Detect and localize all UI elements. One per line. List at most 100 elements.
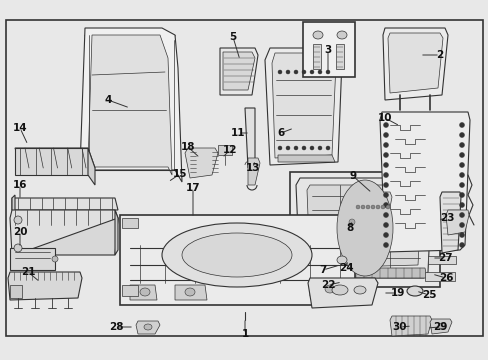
Ellipse shape: [383, 132, 387, 138]
Ellipse shape: [336, 31, 346, 39]
Text: 23: 23: [439, 213, 453, 223]
Text: 4: 4: [104, 95, 111, 105]
Ellipse shape: [383, 233, 387, 238]
Polygon shape: [115, 210, 118, 255]
Polygon shape: [88, 148, 95, 185]
Ellipse shape: [309, 146, 313, 150]
Ellipse shape: [383, 172, 387, 177]
Text: 5: 5: [229, 32, 236, 42]
Text: 2: 2: [435, 50, 443, 60]
Ellipse shape: [383, 243, 387, 248]
Ellipse shape: [459, 233, 464, 238]
Polygon shape: [445, 210, 468, 235]
Polygon shape: [10, 210, 118, 255]
Polygon shape: [223, 52, 254, 90]
Ellipse shape: [383, 122, 387, 127]
Text: 18: 18: [181, 142, 195, 152]
Ellipse shape: [459, 212, 464, 217]
Bar: [289, 172, 439, 287]
Ellipse shape: [383, 202, 387, 207]
Polygon shape: [122, 218, 138, 228]
Polygon shape: [264, 48, 341, 165]
Polygon shape: [339, 285, 351, 296]
Text: 13: 13: [245, 163, 260, 173]
Ellipse shape: [325, 285, 334, 293]
Ellipse shape: [459, 143, 464, 148]
Ellipse shape: [406, 286, 422, 296]
Polygon shape: [15, 148, 88, 175]
Text: 7: 7: [319, 265, 326, 275]
Polygon shape: [12, 198, 118, 210]
Polygon shape: [304, 268, 426, 278]
Polygon shape: [309, 283, 351, 296]
Ellipse shape: [140, 288, 150, 296]
Text: 15: 15: [172, 169, 187, 179]
Ellipse shape: [285, 146, 289, 150]
Ellipse shape: [336, 180, 392, 276]
Text: 26: 26: [438, 273, 452, 283]
Ellipse shape: [383, 153, 387, 158]
Text: 29: 29: [432, 322, 446, 332]
Ellipse shape: [336, 256, 346, 264]
Polygon shape: [218, 145, 231, 155]
Ellipse shape: [302, 70, 305, 74]
Bar: [335, 44, 343, 69]
Ellipse shape: [385, 205, 389, 209]
Ellipse shape: [309, 70, 313, 74]
Text: 20: 20: [13, 227, 27, 237]
Ellipse shape: [143, 324, 152, 330]
Polygon shape: [389, 316, 431, 336]
Text: 16: 16: [13, 180, 27, 190]
Bar: [347, 215, 355, 243]
Ellipse shape: [383, 162, 387, 167]
Ellipse shape: [14, 244, 22, 252]
Polygon shape: [439, 192, 460, 253]
Polygon shape: [12, 218, 118, 255]
Ellipse shape: [285, 70, 289, 74]
Ellipse shape: [293, 70, 297, 74]
Polygon shape: [136, 321, 160, 334]
Ellipse shape: [52, 256, 58, 262]
Text: 6: 6: [277, 128, 284, 138]
Ellipse shape: [375, 205, 379, 209]
Ellipse shape: [331, 285, 347, 295]
Ellipse shape: [459, 202, 464, 207]
Ellipse shape: [184, 288, 195, 296]
Bar: [10, 248, 55, 270]
Polygon shape: [307, 278, 377, 308]
Text: 27: 27: [437, 253, 451, 263]
Polygon shape: [352, 192, 391, 222]
Ellipse shape: [383, 183, 387, 188]
Polygon shape: [387, 33, 442, 93]
Bar: [312, 44, 320, 69]
Ellipse shape: [325, 146, 329, 150]
Ellipse shape: [293, 146, 297, 150]
Ellipse shape: [459, 193, 464, 198]
Ellipse shape: [278, 70, 282, 74]
Ellipse shape: [312, 31, 323, 39]
Ellipse shape: [459, 162, 464, 167]
Bar: [120, 215, 354, 305]
Polygon shape: [12, 195, 15, 212]
Text: 21: 21: [20, 267, 35, 277]
Ellipse shape: [355, 205, 359, 209]
Ellipse shape: [302, 146, 305, 150]
Polygon shape: [80, 28, 182, 182]
Polygon shape: [175, 285, 206, 300]
Ellipse shape: [317, 146, 321, 150]
Ellipse shape: [317, 70, 321, 74]
Polygon shape: [379, 112, 469, 252]
Text: 8: 8: [346, 223, 353, 233]
Ellipse shape: [459, 172, 464, 177]
Ellipse shape: [370, 205, 374, 209]
Polygon shape: [339, 218, 351, 228]
Ellipse shape: [182, 233, 291, 277]
Polygon shape: [429, 319, 451, 334]
Ellipse shape: [383, 222, 387, 228]
Text: 3: 3: [324, 45, 331, 55]
Ellipse shape: [348, 219, 354, 225]
Polygon shape: [88, 35, 172, 175]
Text: 9: 9: [349, 171, 356, 181]
Ellipse shape: [365, 205, 369, 209]
Text: 25: 25: [421, 290, 435, 300]
